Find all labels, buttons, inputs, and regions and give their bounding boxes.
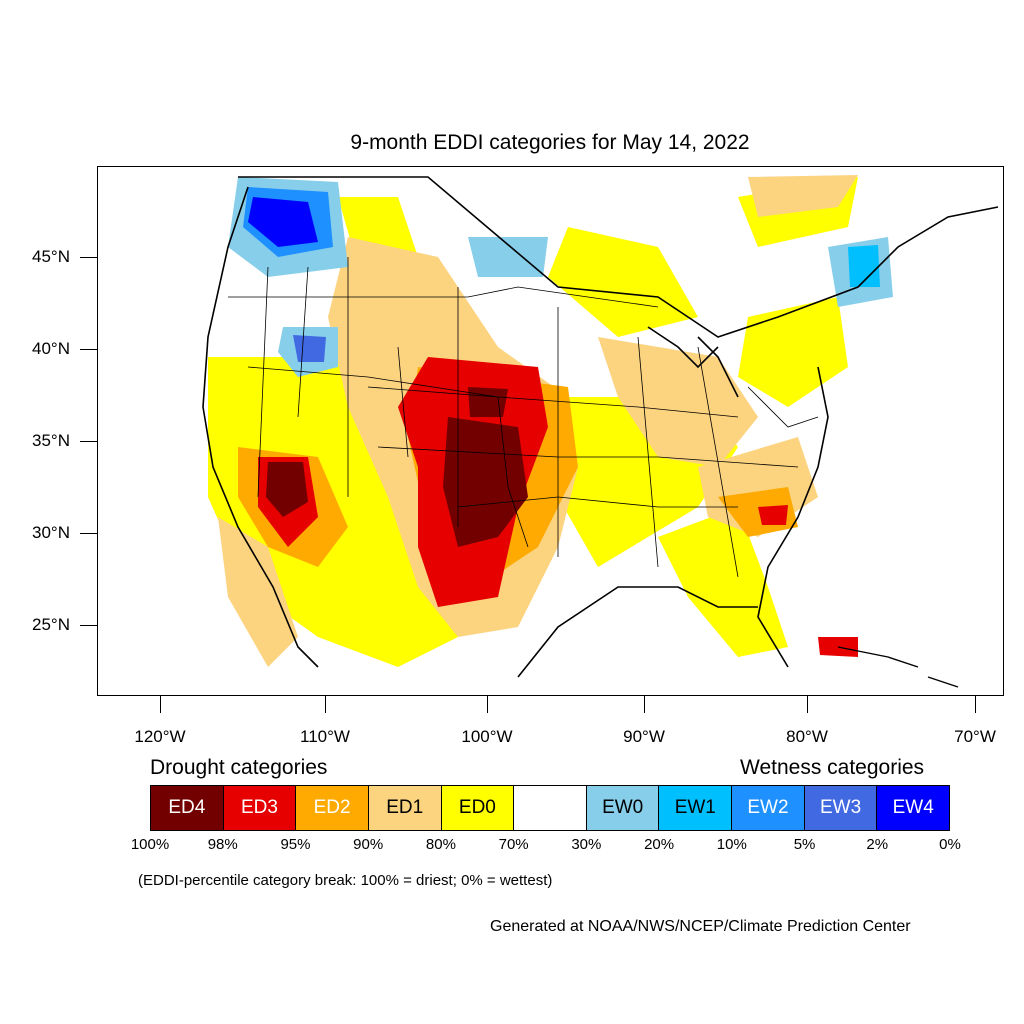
legend-colorbar: ED4 ED3 ED2 ED1 ED0 EW0 EW1 EW2 EW3 EW4 [150, 785, 950, 831]
lon-label-90: 90°W [623, 727, 665, 746]
lon-tick [487, 696, 488, 713]
legend-break-label: 80% [425, 836, 456, 853]
lon-tick [644, 696, 645, 713]
legend-break-label: 98% [207, 836, 238, 853]
legend-break-label: 2% [866, 836, 889, 853]
lon-tick [325, 696, 326, 713]
legend-cell-ew2: EW2 [732, 786, 805, 830]
coastlines [202, 176, 999, 678]
legend-break-label: 90% [353, 836, 384, 853]
lat-tick [80, 349, 97, 350]
legend-cell-ew3: EW3 [804, 786, 878, 830]
lat-tick [80, 625, 97, 626]
lon-label-70: 70°W [954, 727, 996, 746]
lat-tick [80, 257, 97, 258]
legend-cell-ed2: ED2 [296, 786, 369, 830]
legend-cell-ew1: EW1 [659, 786, 733, 830]
drought-legend-title: Drought categories [150, 756, 328, 779]
lat-label-45: 45°N [32, 247, 70, 266]
legend-cell-ed1: ED1 [368, 786, 442, 830]
wetness-legend-title: Wetness categories [740, 756, 925, 779]
legend-cell-ed3: ED3 [223, 786, 297, 830]
lon-label-100: 100°W [461, 727, 513, 746]
legend-break-label: 10% [716, 836, 747, 853]
lat-tick [80, 533, 97, 534]
legend-break-label: 100% [130, 836, 170, 853]
legend-break-label: 0% [939, 836, 961, 853]
category-note: (EDDI-percentile category break: 100% = … [138, 872, 553, 889]
lat-label-40: 40°N [32, 339, 70, 358]
chart-title: 9-month EDDI categories for May 14, 2022 [350, 131, 750, 154]
lat-label-30: 30°N [32, 523, 70, 542]
legend-break-label: 30% [571, 836, 602, 853]
legend-cell-ew0: EW0 [586, 786, 660, 830]
legend-cell-ew4: EW4 [877, 786, 950, 830]
islands [837, 646, 959, 688]
legend-cell-ed4: ED4 [151, 786, 224, 830]
ed4-regions [266, 387, 528, 547]
legend-break-label: 95% [280, 836, 311, 853]
lat-label-35: 35°N [32, 431, 70, 450]
legend-cell-ed0: ED0 [441, 786, 515, 830]
state-boundaries [228, 257, 819, 578]
lon-label-80: 80°W [786, 727, 828, 746]
lat-tick [80, 441, 97, 442]
ew-regions [228, 177, 893, 377]
legend-break-label: 70% [498, 836, 529, 853]
credit-line: Generated at NOAA/NWS/NCEP/Climate Predi… [490, 918, 911, 935]
legend-break-label: 20% [644, 836, 675, 853]
legend-break-label: 5% [793, 836, 816, 853]
eddi-map [198, 175, 999, 688]
lon-tick [807, 696, 808, 713]
map-panel [97, 166, 1004, 696]
lon-tick [975, 696, 976, 713]
lat-label-25: 25°N [32, 615, 70, 634]
lon-label-120: 120°W [134, 727, 186, 746]
legend-cell-neutral [514, 786, 587, 830]
lon-tick [160, 696, 161, 713]
lon-label-110: 110°W [300, 727, 350, 746]
